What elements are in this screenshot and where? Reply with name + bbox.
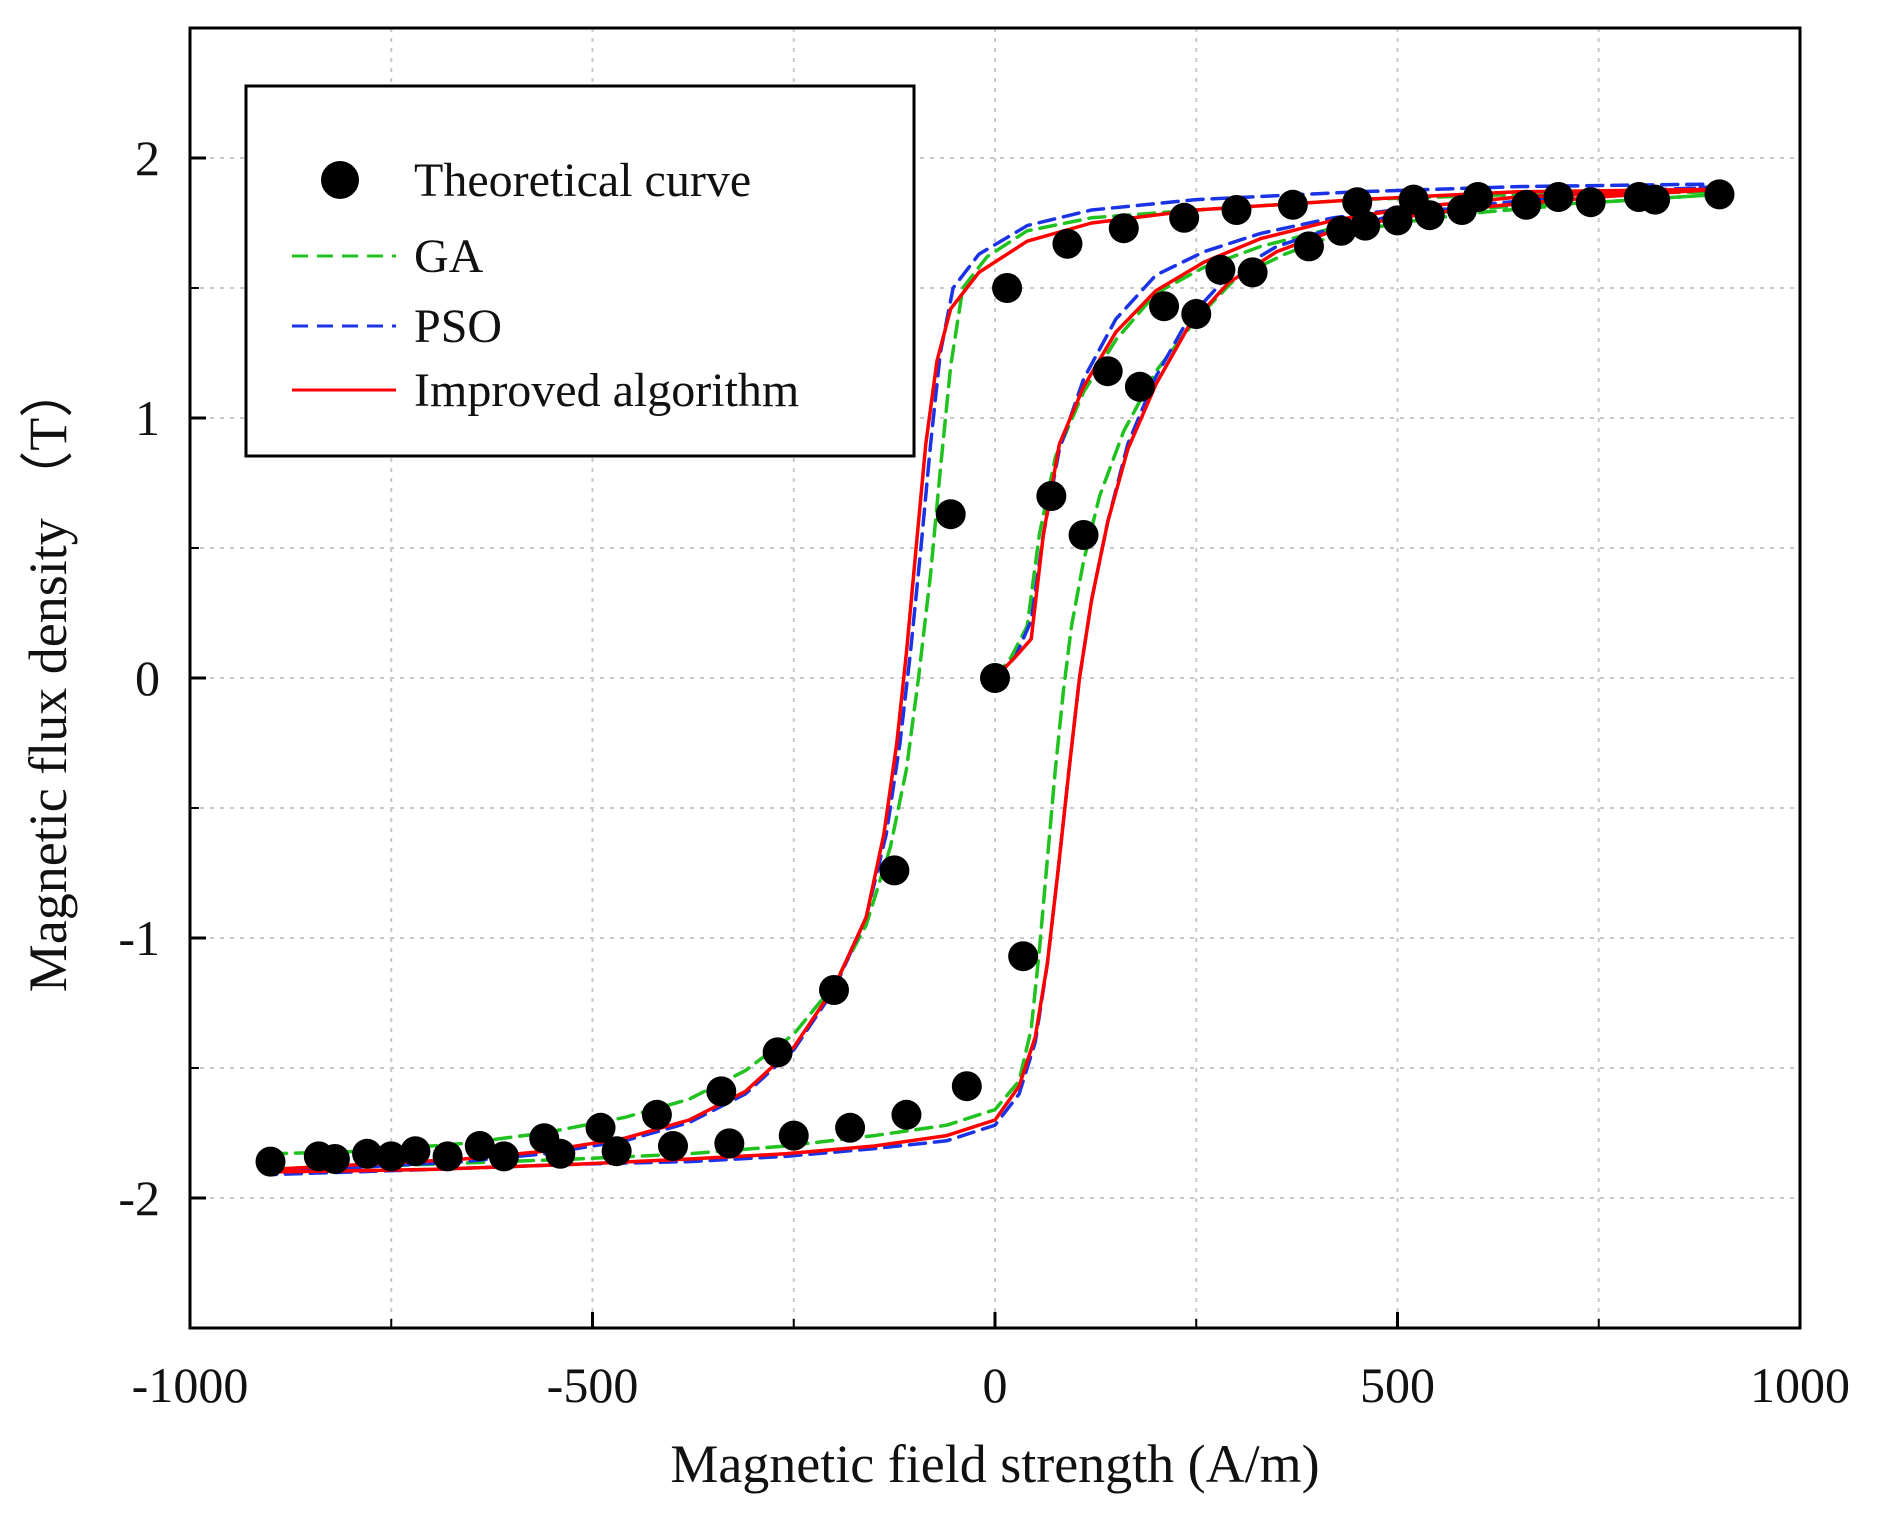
data-point-theoretical-curve: [835, 1112, 866, 1143]
data-point-theoretical-curve: [1414, 200, 1445, 231]
data-point-theoretical-curve: [980, 663, 1010, 693]
data-point-theoretical-curve: [1543, 182, 1574, 212]
data-point-theoretical-curve: [951, 1071, 982, 1102]
x-axis-label: Magnetic field strength (A/m): [670, 1434, 1319, 1494]
data-point-theoretical-curve: [1277, 189, 1308, 220]
legend: Theoretical curve GA PSO Improved algori…: [244, 84, 916, 458]
data-point-theoretical-curve: [601, 1136, 632, 1167]
data-point-theoretical-curve: [488, 1141, 519, 1172]
x-tick-label: -500: [547, 1357, 639, 1413]
data-point-theoretical-curve: [1382, 205, 1413, 236]
data-point-theoretical-curve: [778, 1120, 809, 1151]
data-point-theoretical-curve: [1124, 371, 1155, 402]
data-point-theoretical-curve: [1052, 228, 1083, 259]
x-tick-label: 500: [1360, 1357, 1435, 1413]
data-point-theoretical-curve: [1342, 187, 1373, 218]
data-point-theoretical-curve: [819, 975, 849, 1005]
legend-label-improved: Improved algorithm: [414, 364, 799, 417]
series-line-improved-algorithm: [268, 187, 1722, 1174]
data-point-theoretical-curve: [706, 1076, 737, 1107]
data-point-theoretical-curve: [1575, 187, 1606, 218]
legend-label-ga: GA: [414, 230, 484, 283]
legend-box: [244, 84, 916, 458]
data-point-theoretical-curve: [1511, 189, 1542, 220]
data-point-theoretical-curve: [1205, 254, 1236, 285]
data-point-theoretical-curve: [762, 1037, 793, 1068]
data-point-theoretical-curve: [1181, 299, 1212, 329]
grid: [190, 28, 1800, 1328]
axis-ticks: [188, 156, 1802, 1328]
x-tick-label: -1000: [132, 1357, 249, 1413]
legend-label-theoretical: Theoretical curve: [414, 154, 751, 207]
data-point-theoretical-curve: [1640, 184, 1671, 215]
data-point-theoretical-curve: [1237, 257, 1268, 288]
data-point-theoretical-curve: [641, 1099, 672, 1130]
data-point-theoretical-curve: [891, 1099, 922, 1130]
series-line-ga: [268, 190, 1722, 1156]
data-point-theoretical-curve: [585, 1112, 616, 1143]
y-axis-label: Magnetic flux density （T）: [18, 364, 78, 992]
y-tick-label: -1: [118, 910, 160, 966]
x-tick-label: 0: [983, 1357, 1008, 1413]
data-point-theoretical-curve: [1068, 520, 1099, 550]
data-point-theoretical-curve: [400, 1136, 431, 1167]
data-point-theoretical-curve: [1221, 195, 1252, 225]
data-point-theoretical-curve: [1350, 210, 1381, 241]
y-tick-label: 2: [135, 130, 160, 186]
data-point-theoretical-curve: [303, 1141, 334, 1172]
marker-layer: [255, 179, 1735, 1177]
data-point-theoretical-curve: [529, 1123, 560, 1154]
data-point-theoretical-curve: [464, 1131, 495, 1161]
axis-tick-labels: -1000 -500 0 500 1000 -2 -1 0 1 2: [118, 130, 1850, 1413]
x-tick-label: 1000: [1750, 1357, 1850, 1413]
data-point-theoretical-curve: [1704, 179, 1735, 210]
data-point-theoretical-curve: [376, 1141, 407, 1172]
data-point-theoretical-curve: [1293, 231, 1324, 262]
data-point-theoretical-curve: [658, 1131, 688, 1161]
data-point-theoretical-curve: [1326, 215, 1357, 246]
data-point-theoretical-curve: [992, 273, 1023, 303]
data-point-theoretical-curve: [1446, 195, 1477, 225]
y-tick-label: 1: [135, 390, 160, 446]
data-point-theoretical-curve: [432, 1141, 463, 1172]
y-tick-label: -2: [118, 1170, 160, 1226]
data-point-theoretical-curve: [935, 499, 966, 530]
legend-label-pso: PSO: [414, 300, 502, 353]
data-point-theoretical-curve: [1008, 941, 1039, 972]
y-tick-label: 0: [135, 650, 160, 706]
data-point-theoretical-curve: [714, 1128, 745, 1159]
data-point-theoretical-curve: [255, 1146, 286, 1177]
data-point-theoretical-curve: [352, 1138, 383, 1169]
data-point-theoretical-curve: [879, 855, 910, 886]
data-point-theoretical-curve: [1092, 356, 1123, 387]
data-point-theoretical-curve: [1149, 291, 1180, 322]
data-point-theoretical-curve: [1108, 213, 1139, 244]
data-point-theoretical-curve: [1169, 202, 1200, 233]
data-point-theoretical-curve: [1036, 481, 1067, 511]
legend-marker-theoretical: [321, 161, 359, 199]
